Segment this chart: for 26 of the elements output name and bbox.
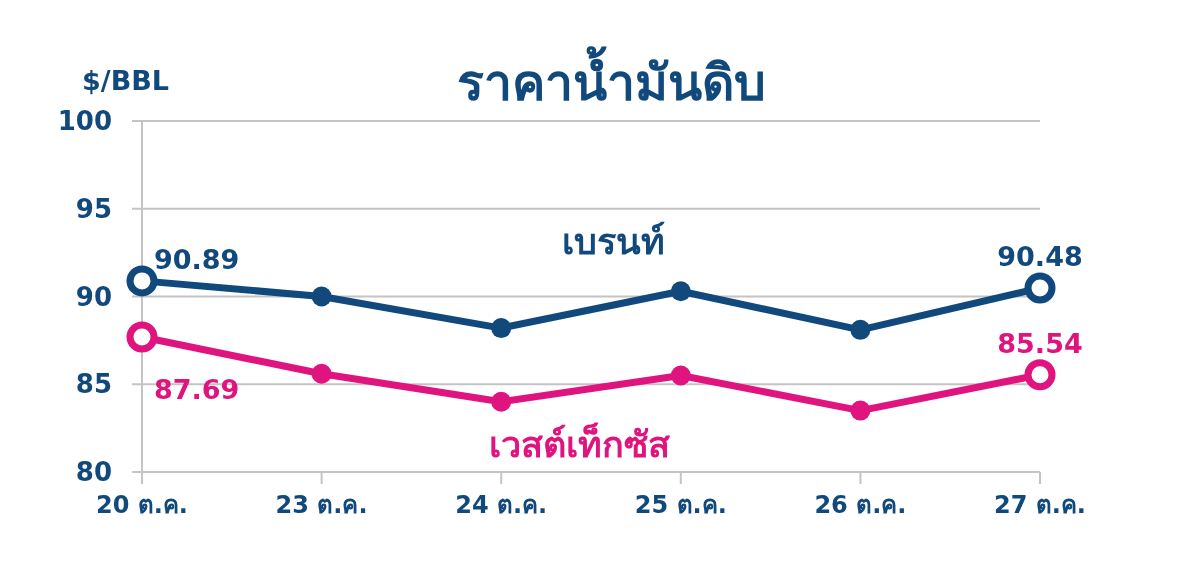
y-tick-label: 95	[75, 193, 112, 224]
point	[850, 319, 871, 340]
data-label: 85.54	[997, 327, 1083, 359]
x-tick-label: 26 ต.ค.	[814, 491, 907, 520]
point	[491, 318, 512, 339]
x-tick-label: 24 ต.ค.	[455, 491, 548, 520]
y-tick-label: 80	[75, 457, 112, 488]
series-label: เบรนท์	[561, 220, 665, 264]
data-label: 87.69	[154, 374, 240, 406]
point	[850, 400, 871, 421]
x-tick-label: 25 ต.ค.	[634, 491, 727, 520]
x-tick-label: 20 ต.ค.	[96, 491, 188, 520]
point	[670, 365, 691, 386]
data-label: 90.89	[154, 243, 240, 275]
x-tick-label: 23 ต.ค.	[275, 491, 368, 520]
y-tick-label: 90	[75, 281, 112, 312]
x-tick-label: 27 ต.ค.	[994, 491, 1086, 520]
point	[670, 281, 691, 302]
y-tick-label: 85	[75, 369, 112, 400]
y-axis-title: $/BBL	[82, 65, 170, 98]
series-label: เวสต์เท็กซัส	[488, 423, 670, 467]
point	[311, 286, 332, 307]
y-tick-label: 100	[57, 106, 112, 137]
point	[311, 363, 332, 384]
point	[491, 391, 512, 412]
data-label: 90.48	[997, 241, 1083, 273]
